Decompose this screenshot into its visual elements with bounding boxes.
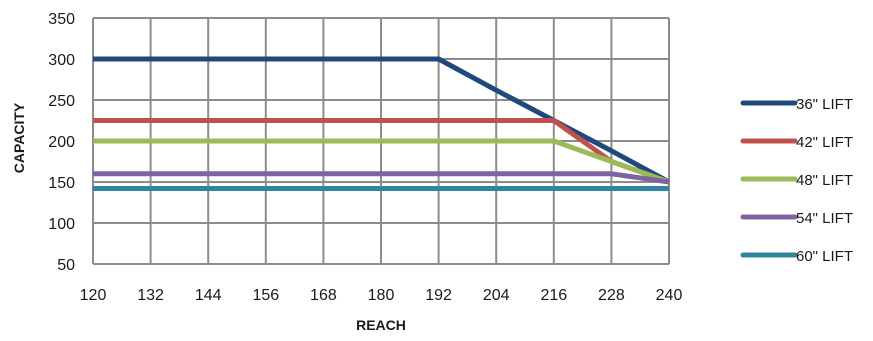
legend-item: 42" LIFT — [740, 134, 853, 151]
y-axis-ticks: 50 100 150 200 250 300 350 — [48, 11, 75, 274]
series-line-2 — [93, 118, 670, 185]
legend-label: 60" LIFT — [796, 248, 853, 265]
y-tick-label: 50 — [57, 257, 75, 274]
series-line-1 — [93, 56, 671, 185]
x-tick-label: 240 — [656, 287, 683, 304]
x-tick-label: 228 — [598, 287, 625, 304]
legend: 36" LIFT 42" LIFT 48" LIFT 54" LIFT 60" LIFT — [740, 96, 853, 265]
y-axis-title: CAPACITY — [11, 102, 27, 173]
legend-label: 48" LIFT — [796, 172, 853, 189]
legend-item: 36" LIFT — [740, 96, 853, 113]
x-axis-ticks: 120 132 144 156 168 180 192 204 216 228 240 — [80, 287, 683, 304]
y-tick-label: 350 — [48, 11, 75, 28]
legend-item: 48" LIFT — [740, 172, 853, 189]
y-tick-label: 150 — [48, 175, 75, 192]
x-axis-title: REACH — [356, 317, 406, 333]
legend-label: 42" LIFT — [796, 134, 853, 151]
legend-item: 54" LIFT — [740, 210, 853, 227]
x-tick-label: 204 — [483, 287, 510, 304]
series-line-4 — [93, 171, 670, 185]
x-tick-label: 192 — [425, 287, 452, 304]
x-tick-label: 216 — [540, 287, 567, 304]
x-tick-label: 144 — [195, 287, 222, 304]
x-tick-label: 180 — [368, 287, 395, 304]
y-tick-label: 250 — [48, 93, 75, 110]
x-tick-label: 132 — [137, 287, 164, 304]
y-tick-label: 200 — [48, 134, 75, 151]
legend-label: 36" LIFT — [796, 96, 853, 113]
series-lines — [93, 56, 671, 192]
series-line-3 — [93, 138, 670, 185]
y-tick-label: 100 — [48, 216, 75, 233]
legend-item: 60" LIFT — [740, 248, 853, 265]
legend-label: 54" LIFT — [796, 210, 853, 227]
x-tick-label: 156 — [252, 287, 279, 304]
x-tick-label: 120 — [80, 287, 107, 304]
x-tick-label: 168 — [310, 287, 337, 304]
y-tick-label: 300 — [48, 52, 75, 69]
